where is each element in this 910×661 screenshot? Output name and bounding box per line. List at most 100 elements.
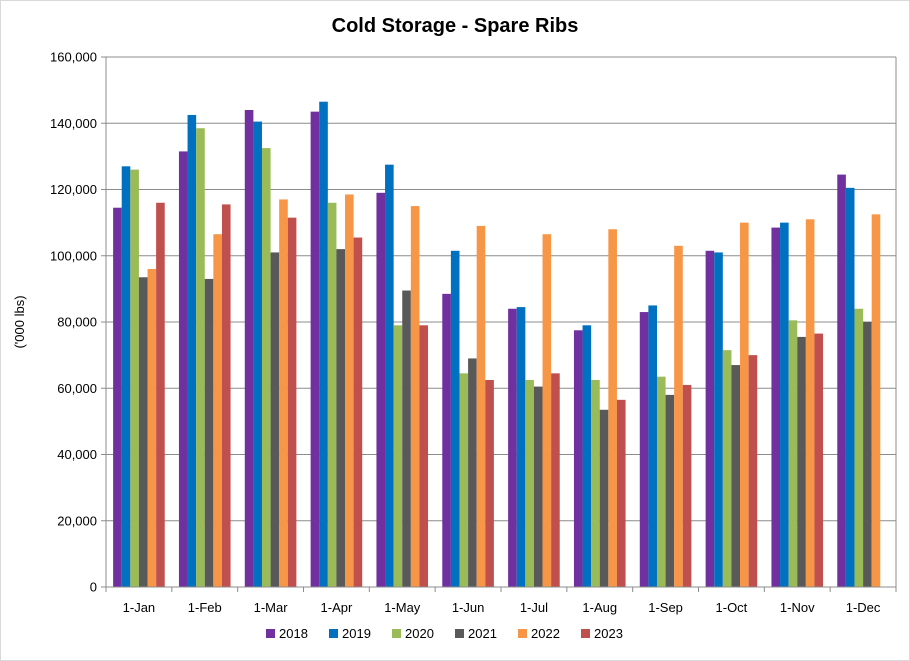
bar-2022-1-Jan [147, 269, 157, 587]
legend-swatch-2018 [266, 629, 275, 638]
bar-2021-1-Feb [204, 278, 214, 587]
bar-2020-1-Oct [722, 350, 732, 587]
bar-2022-1-Jul [542, 234, 552, 587]
bar-2022-1-Nov [805, 219, 815, 587]
bar-2023-1-Feb [221, 204, 231, 587]
bar-2021-1-Sep [665, 394, 675, 588]
bar-2019-1-Jan [121, 166, 131, 587]
bar-2023-1-Jun [485, 379, 494, 587]
x-tick-label: 1-Jul [520, 600, 548, 615]
plot-area: 0 20,000 40,000 60,000 80,000 100,000 120,000 1… [50, 50, 897, 615]
bar-2018-1-Dec [837, 174, 846, 587]
bar-2022-1-Sep [674, 245, 683, 587]
y-tick-label: 20,000 [57, 513, 97, 528]
bar-2018-1-Jan [113, 207, 122, 587]
bar-2022-1-Jun [476, 225, 486, 587]
bar-2020-1-Sep [656, 376, 666, 587]
bar-2020-1-Apr [327, 202, 337, 587]
bar-2021-1-Nov [797, 336, 806, 587]
bar-2022-1-Feb [213, 234, 222, 587]
bar-2022-1-May [410, 206, 420, 587]
bar-2018-1-May [376, 192, 386, 587]
bar-2023-1-Oct [748, 355, 758, 588]
bar-2023-1-Mar [287, 217, 297, 587]
bar-2023-1-May [419, 325, 429, 587]
bar-2019-1-Jul [516, 307, 526, 587]
x-tick-label: 1-Dec [846, 600, 881, 615]
y-tick-label: 80,000 [57, 315, 97, 330]
y-tick-label: 40,000 [57, 447, 97, 462]
bar-2019-1-Jun [450, 250, 460, 587]
x-tick-label: 1-Feb [188, 600, 222, 615]
bar-2019-1-Aug [582, 325, 592, 587]
legend-label-2020: 2020 [405, 626, 434, 641]
bar-2019-1-Oct [714, 252, 723, 587]
legend-swatch-2020 [392, 629, 401, 638]
bar-2022-1-Oct [740, 222, 749, 588]
bar-2021-1-Jan [138, 277, 148, 587]
x-tick-label: 1-May [384, 600, 421, 615]
bar-2020-1-Nov [788, 320, 798, 587]
bar-2020-1-Mar [261, 148, 271, 587]
bar-2020-1-Feb [196, 128, 205, 587]
bar-2023-1-Jan [156, 202, 165, 587]
bar-2022-1-Aug [608, 229, 617, 587]
bar-2023-1-Aug [616, 399, 626, 587]
bar-2019-1-Sep [648, 305, 657, 587]
bar-2019-1-Nov [780, 222, 789, 588]
bar-2018-1-Sep [639, 312, 649, 587]
legend-label-2021: 2021 [468, 626, 497, 641]
bar-2021-1-Mar [270, 252, 280, 587]
bar-2022-1-Mar [279, 199, 288, 587]
legend-swatch-2021 [455, 629, 464, 638]
bar-2018-1-Jun [442, 293, 451, 587]
bar-2020-1-Jun [459, 373, 469, 587]
bar-2018-1-Nov [771, 227, 781, 587]
bar-2018-1-Oct [705, 250, 715, 587]
bar-2019-1-Mar [253, 121, 262, 587]
bar-2019-1-May [385, 164, 394, 587]
bar-2023-1-Jul [551, 373, 560, 587]
x-tick-label: 1-Apr [321, 600, 353, 615]
bar-2021-1-Aug [599, 409, 609, 587]
x-tick-label: 1-Sep [648, 600, 683, 615]
bar-2023-1-Sep [682, 384, 692, 587]
bar-2018-1-Apr [310, 111, 320, 587]
legend-label-2022: 2022 [531, 626, 560, 641]
y-tick-label: 160,000 [50, 50, 97, 65]
legend-swatch-2022 [518, 629, 527, 638]
y-axis-label: ('000 lbs) [12, 295, 27, 348]
legend-swatch-2023 [581, 629, 590, 638]
bar-2019-1-Feb [187, 114, 197, 587]
legend-label-2019: 2019 [342, 626, 371, 641]
legend: 2018 2019 2020 2021 2022 2023 [266, 626, 623, 641]
bar-2020-1-Dec [854, 308, 864, 587]
bar-2021-1-May [402, 290, 411, 587]
bar-2021-1-Jun [468, 358, 477, 587]
x-tick-label: 1-Jan [123, 600, 156, 615]
bar-2020-1-May [393, 325, 403, 587]
x-tick-label: 1-Mar [254, 600, 289, 615]
y-tick-label: 100,000 [50, 248, 97, 263]
y-tick-label: 60,000 [57, 381, 97, 396]
bar-2023-1-Nov [814, 333, 824, 587]
chart-title: Cold Storage - Spare Ribs [332, 15, 579, 37]
x-tick-label: 1-Aug [582, 600, 617, 615]
bar-2018-1-Jul [508, 308, 517, 587]
bar-2018-1-Mar [244, 110, 254, 587]
bar-2021-1-Dec [863, 322, 872, 587]
bar-2021-1-Apr [336, 249, 346, 588]
y-tick-label: 120,000 [50, 182, 97, 197]
bar-2020-1-Aug [591, 379, 600, 587]
legend-label-2023: 2023 [594, 626, 623, 641]
bar-2023-1-Apr [353, 237, 363, 587]
bar-2018-1-Aug [573, 330, 583, 587]
bar-2018-1-Feb [178, 151, 188, 587]
bar-2022-1-Dec [871, 214, 881, 587]
legend-label-2018: 2018 [279, 626, 308, 641]
bar-2019-1-Apr [319, 101, 328, 587]
bar-2022-1-Apr [345, 194, 354, 587]
bar-2019-1-Dec [845, 187, 855, 587]
